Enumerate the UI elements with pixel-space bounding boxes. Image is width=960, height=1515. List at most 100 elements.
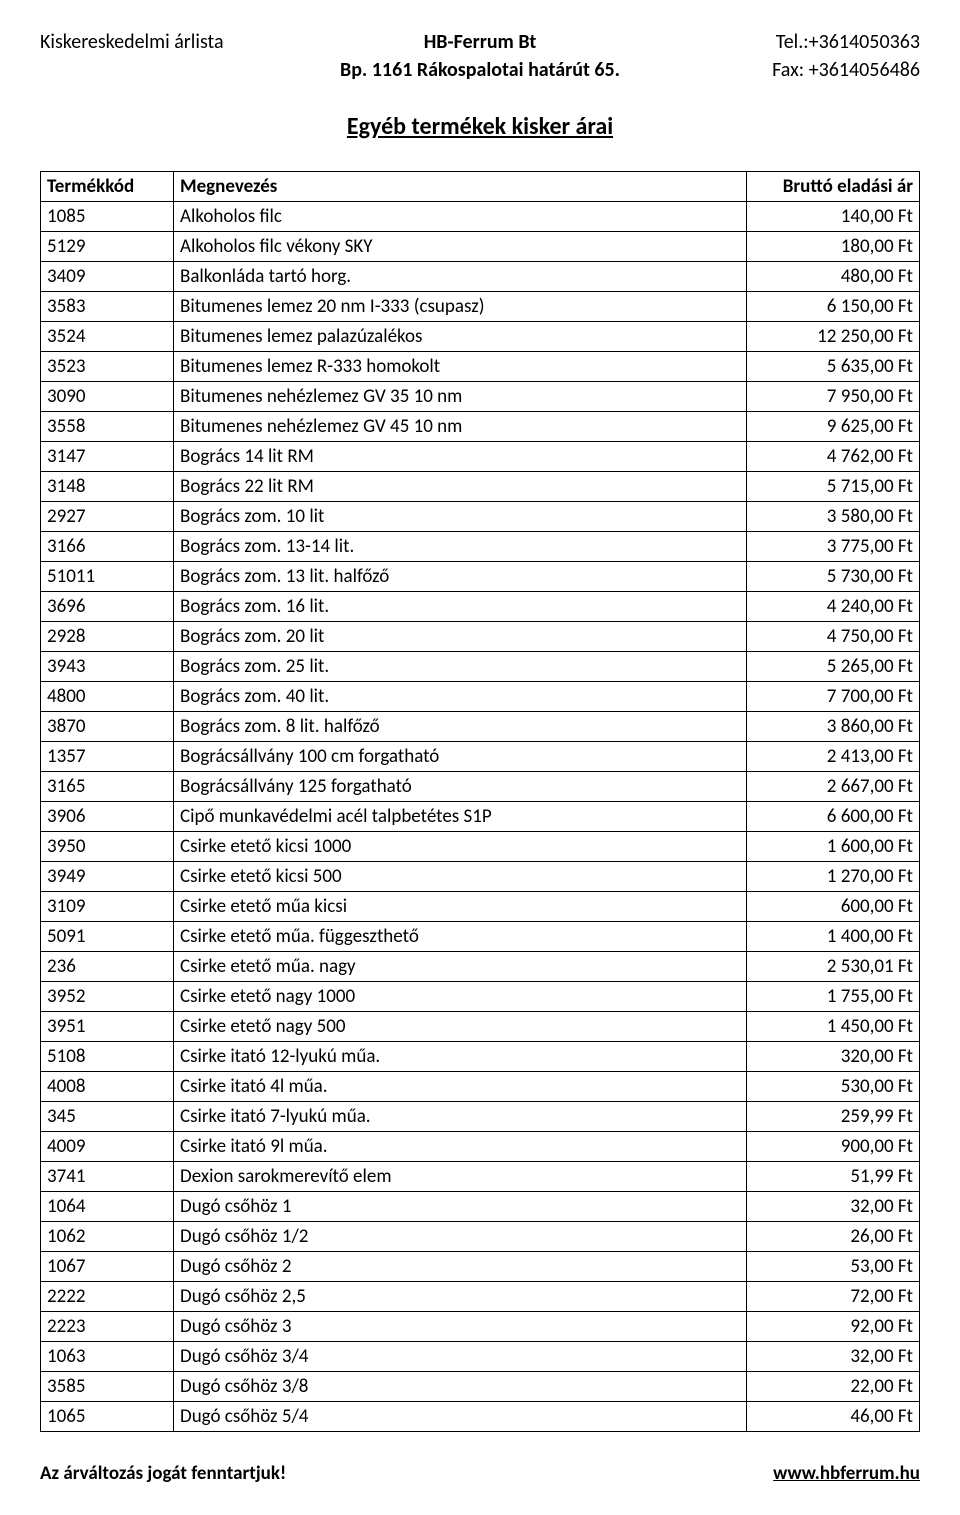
table-row: 2928Bogrács zom. 20 lit4 750,00 Ft — [41, 622, 920, 652]
cell-code: 4800 — [41, 682, 174, 712]
header-tel: Tel.:+3614050363 — [630, 30, 920, 54]
cell-name: Dugó csőhöz 2,5 — [174, 1282, 747, 1312]
cell-price: 5 265,00 Ft — [747, 652, 920, 682]
cell-name: Bográcsállvány 125 forgatható — [174, 772, 747, 802]
cell-name: Dugó csőhöz 1 — [174, 1192, 747, 1222]
cell-code: 3906 — [41, 802, 174, 832]
cell-price: 7 700,00 Ft — [747, 682, 920, 712]
table-row: 3951Csirke etető nagy 5001 450,00 Ft — [41, 1012, 920, 1042]
cell-code: 4009 — [41, 1132, 174, 1162]
table-row: 51011Bogrács zom. 13 lit. halfőző5 730,0… — [41, 562, 920, 592]
cell-code: 3148 — [41, 472, 174, 502]
cell-price: 5 635,00 Ft — [747, 352, 920, 382]
cell-price: 32,00 Ft — [747, 1342, 920, 1372]
cell-price: 140,00 Ft — [747, 202, 920, 232]
cell-price: 7 950,00 Ft — [747, 382, 920, 412]
cell-code: 3090 — [41, 382, 174, 412]
table-row: 5108Csirke itató 12-lyukú műa.320,00 Ft — [41, 1042, 920, 1072]
cell-code: 3109 — [41, 892, 174, 922]
cell-price: 320,00 Ft — [747, 1042, 920, 1072]
cell-name: Bitumenes nehézlemez GV 45 10 nm — [174, 412, 747, 442]
table-row: 1357Bográcsállvány 100 cm forgatható2 41… — [41, 742, 920, 772]
cell-name: Bogrács zom. 16 lit. — [174, 592, 747, 622]
cell-name: Csirke itató 9l műa. — [174, 1132, 747, 1162]
cell-code: 3524 — [41, 322, 174, 352]
cell-price: 72,00 Ft — [747, 1282, 920, 1312]
table-row: 4800Bogrács zom. 40 lit.7 700,00 Ft — [41, 682, 920, 712]
cell-code: 2223 — [41, 1312, 174, 1342]
cell-code: 3952 — [41, 982, 174, 1012]
cell-price: 32,00 Ft — [747, 1192, 920, 1222]
cell-code: 5108 — [41, 1042, 174, 1072]
cell-price: 1 600,00 Ft — [747, 832, 920, 862]
table-row: 3952Csirke etető nagy 10001 755,00 Ft — [41, 982, 920, 1012]
cell-price: 259,99 Ft — [747, 1102, 920, 1132]
cell-code: 3950 — [41, 832, 174, 862]
cell-name: Bogrács zom. 10 lit — [174, 502, 747, 532]
cell-code: 3951 — [41, 1012, 174, 1042]
footer-disclaimer: Az árváltozás jogát fenntartjuk! — [40, 1462, 286, 1485]
cell-code: 3165 — [41, 772, 174, 802]
footer: Az árváltozás jogát fenntartjuk! www.hbf… — [40, 1462, 920, 1485]
table-row: 5129Alkoholos filc vékony SKY180,00 Ft — [41, 232, 920, 262]
cell-name: Csirke itató 12-lyukú műa. — [174, 1042, 747, 1072]
table-row: 3109Csirke etető műa kicsi600,00 Ft — [41, 892, 920, 922]
cell-price: 51,99 Ft — [747, 1162, 920, 1192]
header-address: Bp. 1161 Rákospalotai határút 65. — [330, 58, 629, 82]
cell-name: Dugó csőhöz 3/4 — [174, 1342, 747, 1372]
cell-price: 4 762,00 Ft — [747, 442, 920, 472]
cell-name: Csirke itató 4l műa. — [174, 1072, 747, 1102]
cell-name: Dugó csőhöz 3/8 — [174, 1372, 747, 1402]
cell-code: 2222 — [41, 1282, 174, 1312]
cell-price: 3 580,00 Ft — [747, 502, 920, 532]
cell-name: Bitumenes nehézlemez GV 35 10 nm — [174, 382, 747, 412]
table-row: 3090Bitumenes nehézlemez GV 35 10 nm7 95… — [41, 382, 920, 412]
cell-price: 530,00 Ft — [747, 1072, 920, 1102]
table-row: 3943Bogrács zom. 25 lit.5 265,00 Ft — [41, 652, 920, 682]
table-row: 3585Dugó csőhöz 3/822,00 Ft — [41, 1372, 920, 1402]
cell-name: Dugó csőhöz 2 — [174, 1252, 747, 1282]
cell-name: Bogrács zom. 25 lit. — [174, 652, 747, 682]
col-name: Megnevezés — [174, 172, 747, 202]
table-row: 1067Dugó csőhöz 253,00 Ft — [41, 1252, 920, 1282]
table-row: 4008Csirke itató 4l műa.530,00 Ft — [41, 1072, 920, 1102]
cell-code: 4008 — [41, 1072, 174, 1102]
cell-price: 600,00 Ft — [747, 892, 920, 922]
cell-name: Alkoholos filc — [174, 202, 747, 232]
cell-price: 3 775,00 Ft — [747, 532, 920, 562]
cell-price: 1 270,00 Ft — [747, 862, 920, 892]
cell-price: 4 240,00 Ft — [747, 592, 920, 622]
cell-price: 2 530,01 Ft — [747, 952, 920, 982]
cell-code: 3147 — [41, 442, 174, 472]
cell-code: 1062 — [41, 1222, 174, 1252]
cell-name: Csirke etető nagy 1000 — [174, 982, 747, 1012]
cell-code: 3523 — [41, 352, 174, 382]
cell-price: 22,00 Ft — [747, 1372, 920, 1402]
cell-price: 1 450,00 Ft — [747, 1012, 920, 1042]
table-row: 3696Bogrács zom. 16 lit.4 240,00 Ft — [41, 592, 920, 622]
cell-name: Bitumenes lemez palazúzalékos — [174, 322, 747, 352]
price-table: Termékkód Megnevezés Bruttó eladási ár 1… — [40, 171, 920, 1432]
cell-price: 1 755,00 Ft — [747, 982, 920, 1012]
footer-link[interactable]: www.hbferrum.hu — [773, 1462, 920, 1485]
cell-name: Dugó csőhöz 5/4 — [174, 1402, 747, 1432]
table-header-row: Termékkód Megnevezés Bruttó eladási ár — [41, 172, 920, 202]
table-row: 3741Dexion sarokmerevítő elem51,99 Ft — [41, 1162, 920, 1192]
header-left: Kiskereskedelmi árlista — [40, 30, 330, 54]
table-row: 3870Bogrács zom. 8 lit. halfőző3 860,00 … — [41, 712, 920, 742]
cell-price: 6 150,00 Ft — [747, 292, 920, 322]
cell-code: 3870 — [41, 712, 174, 742]
cell-name: Csirke itató 7-lyukú műa. — [174, 1102, 747, 1132]
table-row: 1062Dugó csőhöz 1/226,00 Ft — [41, 1222, 920, 1252]
table-row: 2223Dugó csőhöz 392,00 Ft — [41, 1312, 920, 1342]
col-price: Bruttó eladási ár — [747, 172, 920, 202]
cell-price: 9 625,00 Ft — [747, 412, 920, 442]
table-row: 2927Bogrács zom. 10 lit3 580,00 Ft — [41, 502, 920, 532]
cell-code: 3409 — [41, 262, 174, 292]
cell-price: 26,00 Ft — [747, 1222, 920, 1252]
website-link[interactable]: www.hbferrum.hu — [773, 1462, 920, 1485]
table-row: 3950Csirke etető kicsi 10001 600,00 Ft — [41, 832, 920, 862]
cell-code: 1085 — [41, 202, 174, 232]
cell-price: 480,00 Ft — [747, 262, 920, 292]
cell-name: Csirke etető nagy 500 — [174, 1012, 747, 1042]
